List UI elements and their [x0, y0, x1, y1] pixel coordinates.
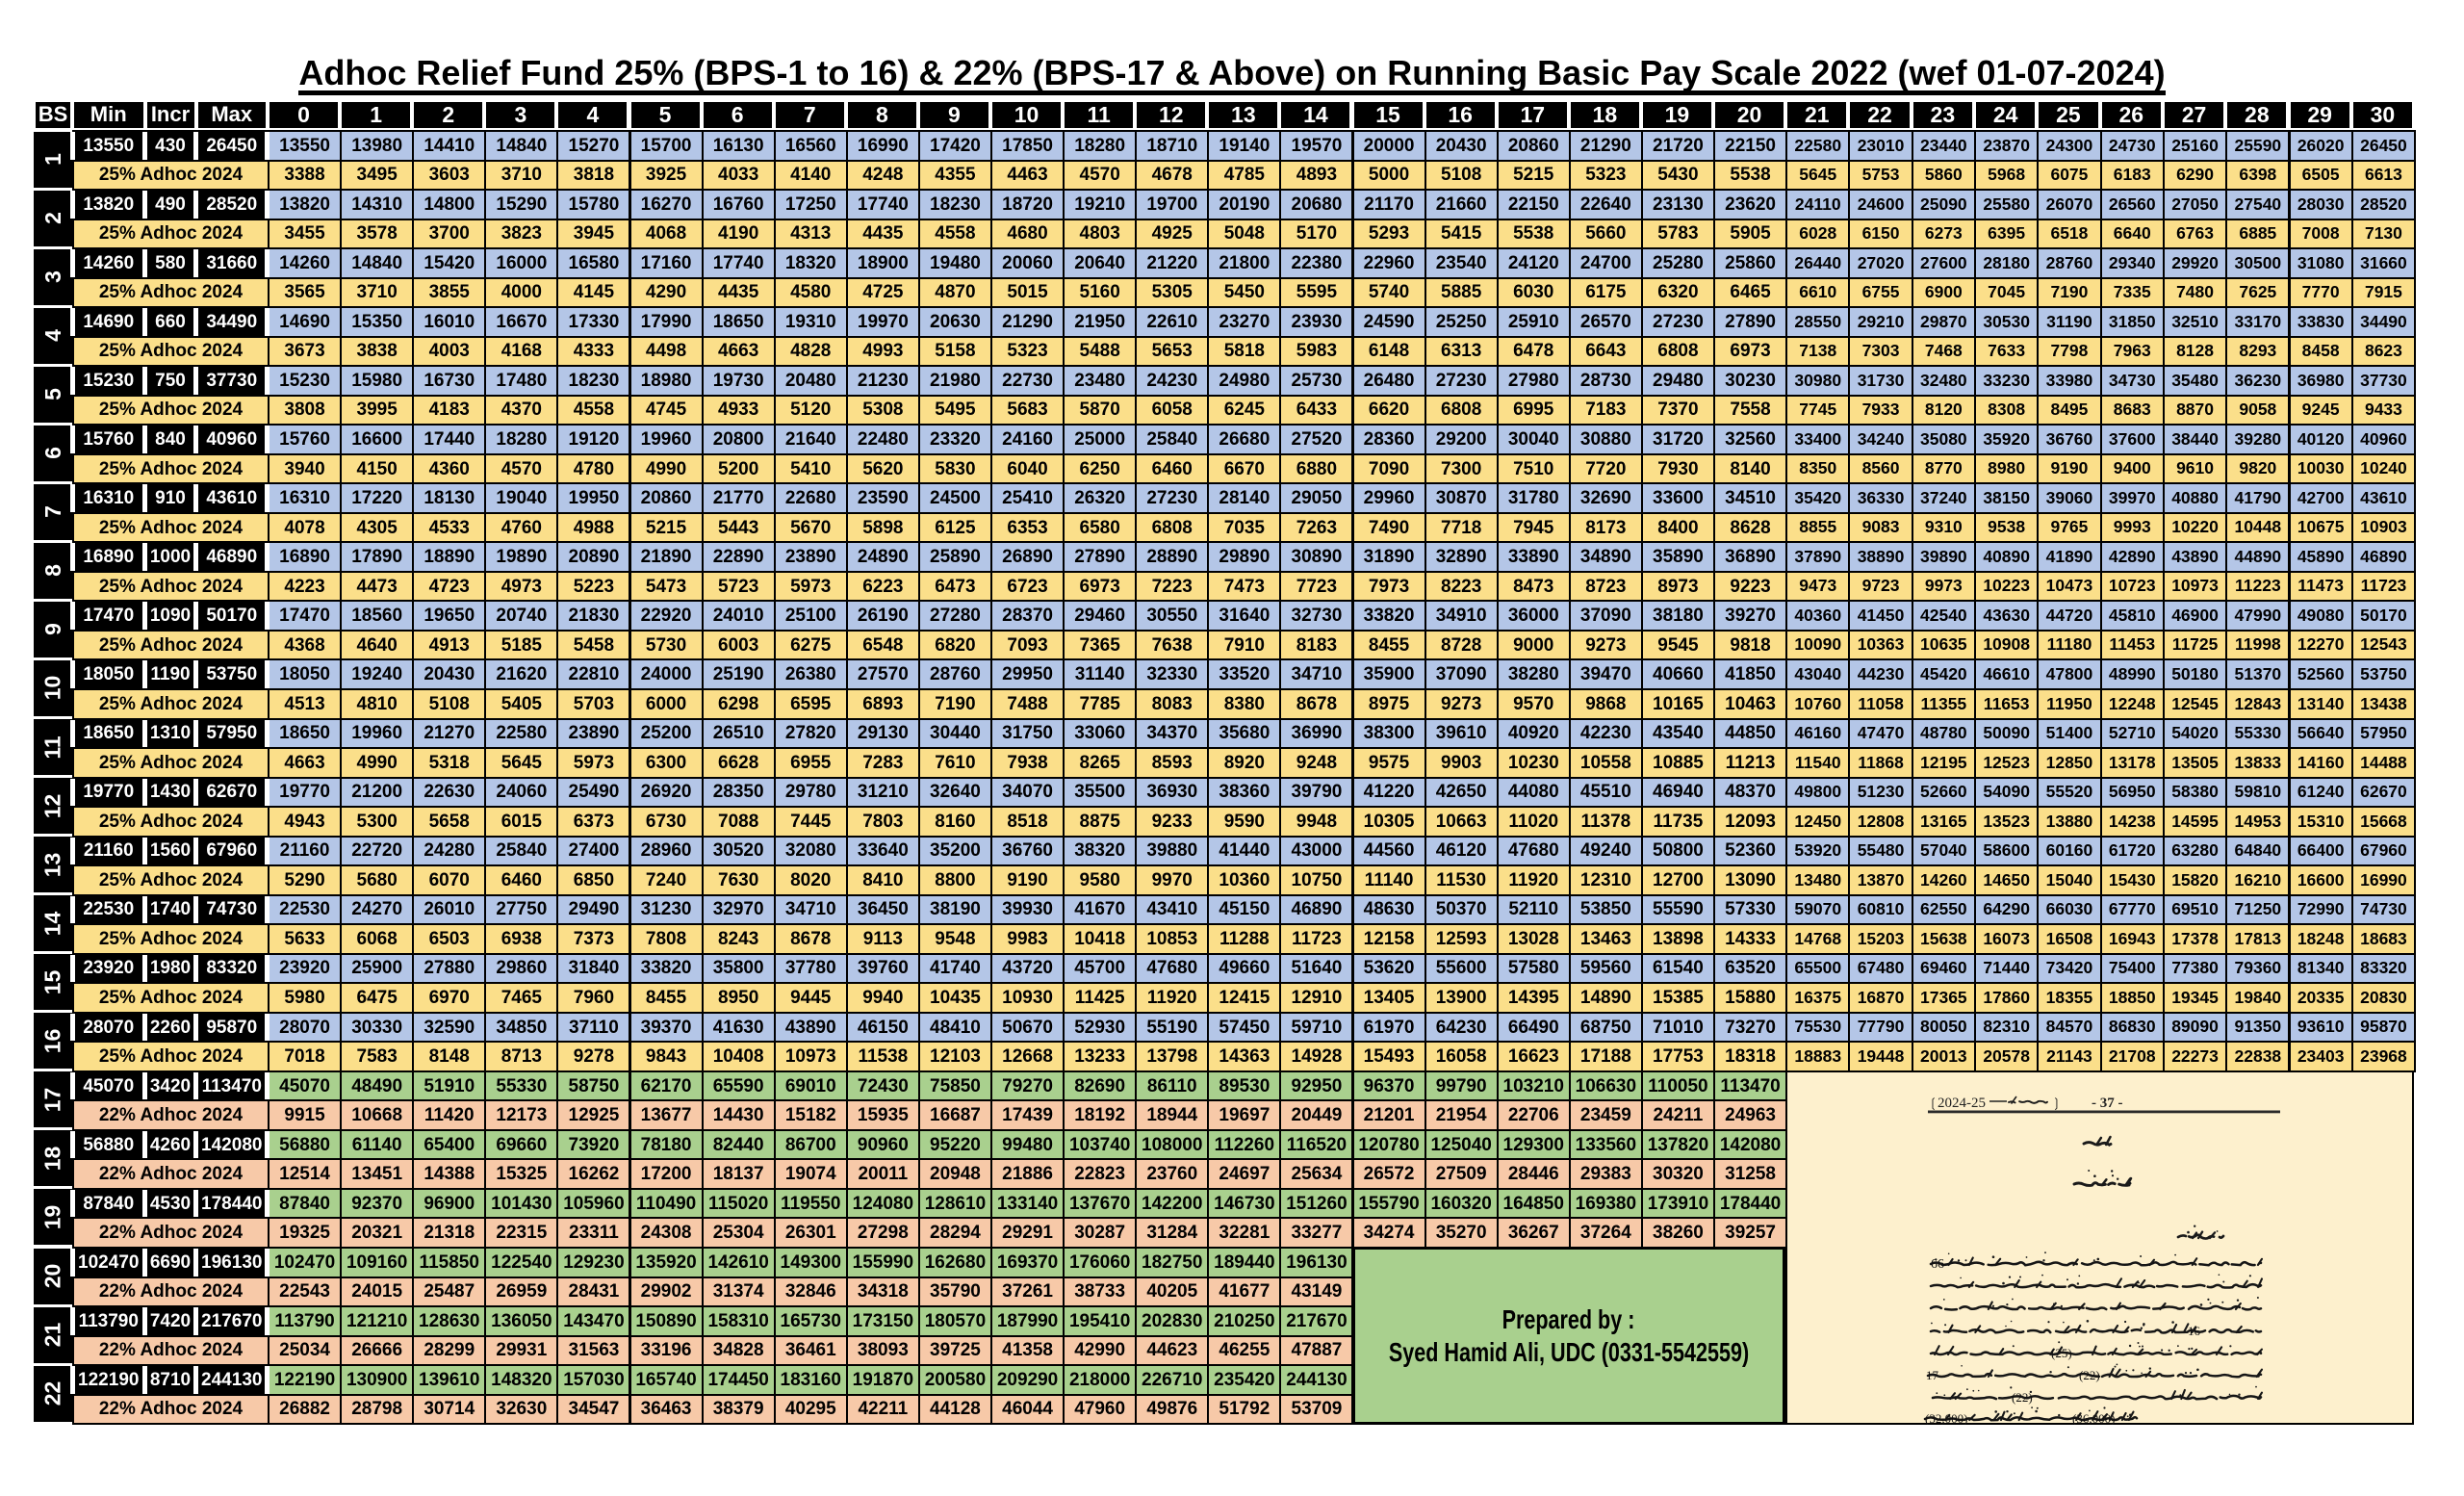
svg-text:(22): (22) — [2079, 1368, 2100, 1382]
svg-text:17: 17 — [1926, 1368, 1939, 1382]
svg-text:(25): (25) — [2051, 1346, 2072, 1360]
svg-text:66: 66 — [1931, 1257, 1944, 1272]
svg-text:❲: ❲ — [1928, 1096, 1938, 1111]
svg-text:(22): (22) — [2012, 1390, 2033, 1405]
svg-text:(32,000): (32,000) — [1925, 1411, 1967, 1425]
svg-text:(36,000): (36,000) — [2072, 1411, 2115, 1425]
svg-text:❳: ❳ — [2051, 1096, 2062, 1111]
svg-text:16: 16 — [2188, 1324, 2201, 1338]
svg-text:- 37 -: - 37 - — [2092, 1096, 2123, 1111]
svg-text:2024-25: 2024-25 — [1938, 1096, 1986, 1111]
